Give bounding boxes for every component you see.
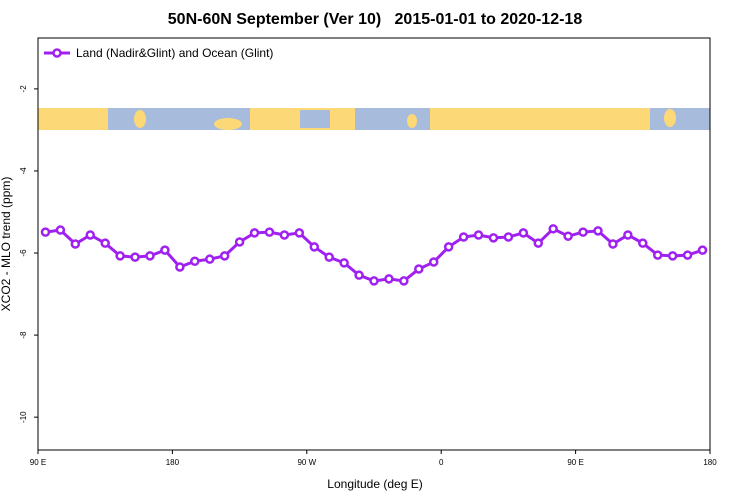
data-point (55, 225, 66, 235)
data-point (219, 251, 230, 261)
y-tick-label: -6 (19, 249, 28, 257)
data-point (488, 233, 499, 243)
data-point (85, 230, 96, 240)
data-point (623, 230, 633, 240)
chart-title: 50N-60N September (Ver 10) 2015-01-01 to… (168, 11, 583, 28)
data-point (638, 238, 648, 248)
data-point (443, 242, 454, 252)
data-point (115, 251, 125, 261)
data-point (652, 250, 663, 260)
data-point (563, 231, 573, 241)
data-point (324, 252, 334, 262)
data-point (593, 226, 603, 236)
x-tick-label: 90 E (30, 458, 46, 467)
data-point (667, 251, 678, 261)
data-point (369, 276, 379, 286)
x-tick-label: 90 E (567, 458, 583, 467)
x-tick-label: 0 (439, 458, 444, 467)
y-tick-label: -10 (19, 411, 28, 423)
data-point (249, 228, 260, 238)
data-point (130, 252, 140, 262)
data-point (234, 237, 245, 247)
data-point (414, 264, 424, 274)
data-point (428, 257, 439, 267)
y-axis-label: XCO2 - MLO trend (ppm) (0, 177, 13, 312)
y-tick-label: -2 (19, 85, 28, 93)
data-point (190, 256, 200, 266)
data-point (458, 232, 469, 242)
data-point (294, 228, 305, 238)
data-point (70, 239, 81, 249)
data-point (279, 230, 290, 240)
y-tick-label: -4 (19, 167, 28, 175)
data-point (578, 227, 588, 237)
data-point (473, 230, 484, 240)
series-line (45, 227, 704, 283)
data-point (533, 238, 544, 248)
x-tick-label: 180 (166, 458, 180, 467)
data-point (160, 245, 170, 255)
data-point (204, 254, 215, 264)
data-point (682, 250, 693, 260)
data-point (548, 224, 558, 234)
data-point (399, 276, 409, 286)
y-tick-label: -8 (19, 331, 28, 339)
x-tick-label: 90 W (297, 458, 316, 467)
plot-frame (37, 37, 711, 451)
data-point (518, 228, 529, 238)
data-point (145, 251, 155, 261)
x-tick-label: 180 (703, 458, 717, 467)
data-point (100, 238, 110, 248)
legend-label: Land (Nadir&Glint) and Ocean (Glint) (76, 46, 273, 60)
legend-marker (52, 48, 62, 58)
data-point (264, 227, 275, 237)
data-point (503, 232, 514, 242)
data-point (608, 239, 618, 249)
data-point (354, 270, 364, 280)
x-axis-label: Longitude (deg E) (327, 477, 422, 491)
data-point (175, 262, 185, 272)
data-point (309, 242, 320, 252)
data-point (697, 245, 708, 255)
data-point (384, 274, 394, 284)
data-point (339, 258, 349, 268)
data-point (40, 227, 51, 237)
map-strip (38, 108, 710, 130)
